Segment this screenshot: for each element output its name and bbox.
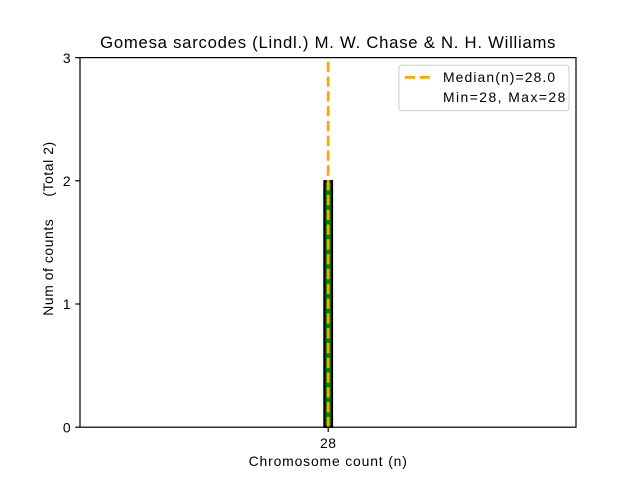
svg-text:Gomesa sarcodes (Lindl.) M. W.: Gomesa sarcodes (Lindl.) M. W. Chase & N… xyxy=(100,33,556,52)
svg-text:28: 28 xyxy=(320,435,336,451)
svg-text:1: 1 xyxy=(63,296,71,312)
svg-text:Num of counts (Total 2): Num of counts (Total 2) xyxy=(40,141,56,315)
svg-text:Median(n)=28.0: Median(n)=28.0 xyxy=(443,69,556,85)
svg-text:3: 3 xyxy=(63,50,71,66)
svg-text:0: 0 xyxy=(63,419,71,435)
svg-text:2: 2 xyxy=(63,173,71,189)
svg-text:Chromosome count (n): Chromosome count (n) xyxy=(249,453,408,469)
svg-text:Min=28, Max=28: Min=28, Max=28 xyxy=(443,89,567,105)
